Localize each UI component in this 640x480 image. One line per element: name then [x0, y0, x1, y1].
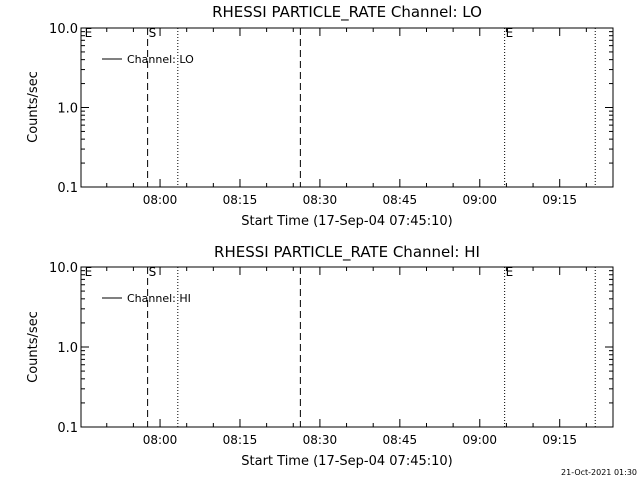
marker-label: E [506, 265, 514, 279]
x-tick-label: 09:00 [462, 193, 497, 207]
marker-label: E [85, 26, 93, 40]
timestamp-label: 21-Oct-2021 01:30 [561, 468, 637, 477]
legend-label: Channel: HI [127, 292, 191, 305]
x-tick-label: 08:45 [383, 193, 418, 207]
x-tick-label: 08:45 [383, 433, 418, 447]
y-tick-label: 1.0 [57, 341, 78, 356]
chart-title: RHESSI PARTICLE_RATE Channel: LO [212, 3, 482, 22]
marker-label: E [85, 265, 93, 279]
x-tick-label: 08:00 [143, 433, 178, 447]
y-tick-label: 1.0 [57, 102, 78, 117]
y-axis-label: Counts/sec [26, 71, 41, 143]
x-tick-label: 09:15 [542, 433, 577, 447]
x-tick-label: 09:00 [462, 433, 497, 447]
y-ticks: 10.0 1.0 0.1 [49, 22, 613, 196]
legend: Channel: LO [102, 53, 194, 66]
y-tick-label: 10.0 [49, 261, 78, 276]
marker-label: S [149, 265, 157, 279]
y-ticks: 10.0 1.0 0.1 [49, 261, 613, 436]
legend: Channel: HI [102, 292, 191, 305]
chart-panel-hi: RHESSI PARTICLE_RATE Channel: HI Counts/… [26, 243, 614, 469]
x-ticks: 08:00 08:15 08:30 08:45 09:00 09:15 [106, 28, 614, 207]
chart-title: RHESSI PARTICLE_RATE Channel: HI [214, 243, 480, 262]
y-tick-label: 0.1 [57, 421, 78, 436]
marker-label: E [506, 26, 514, 40]
x-ticks: 08:00 08:15 08:30 08:45 09:00 09:15 [106, 267, 614, 447]
x-tick-label: 08:15 [223, 433, 258, 447]
x-tick-label: 08:30 [303, 193, 338, 207]
x-tick-label: 09:15 [542, 193, 577, 207]
y-axis-label: Counts/sec [26, 311, 41, 383]
legend-label: Channel: LO [127, 53, 194, 66]
marker-label: S [149, 26, 157, 40]
chart-panel-lo: RHESSI PARTICLE_RATE Channel: LO Counts/… [26, 3, 614, 229]
x-axis-label: Start Time (17-Sep-04 07:45:10) [241, 214, 452, 229]
y-tick-label: 0.1 [57, 181, 78, 196]
x-tick-label: 08:30 [303, 433, 338, 447]
y-tick-label: 10.0 [49, 22, 78, 37]
x-tick-label: 08:00 [143, 193, 178, 207]
x-axis-label: Start Time (17-Sep-04 07:45:10) [241, 454, 452, 469]
x-tick-label: 08:15 [223, 193, 258, 207]
